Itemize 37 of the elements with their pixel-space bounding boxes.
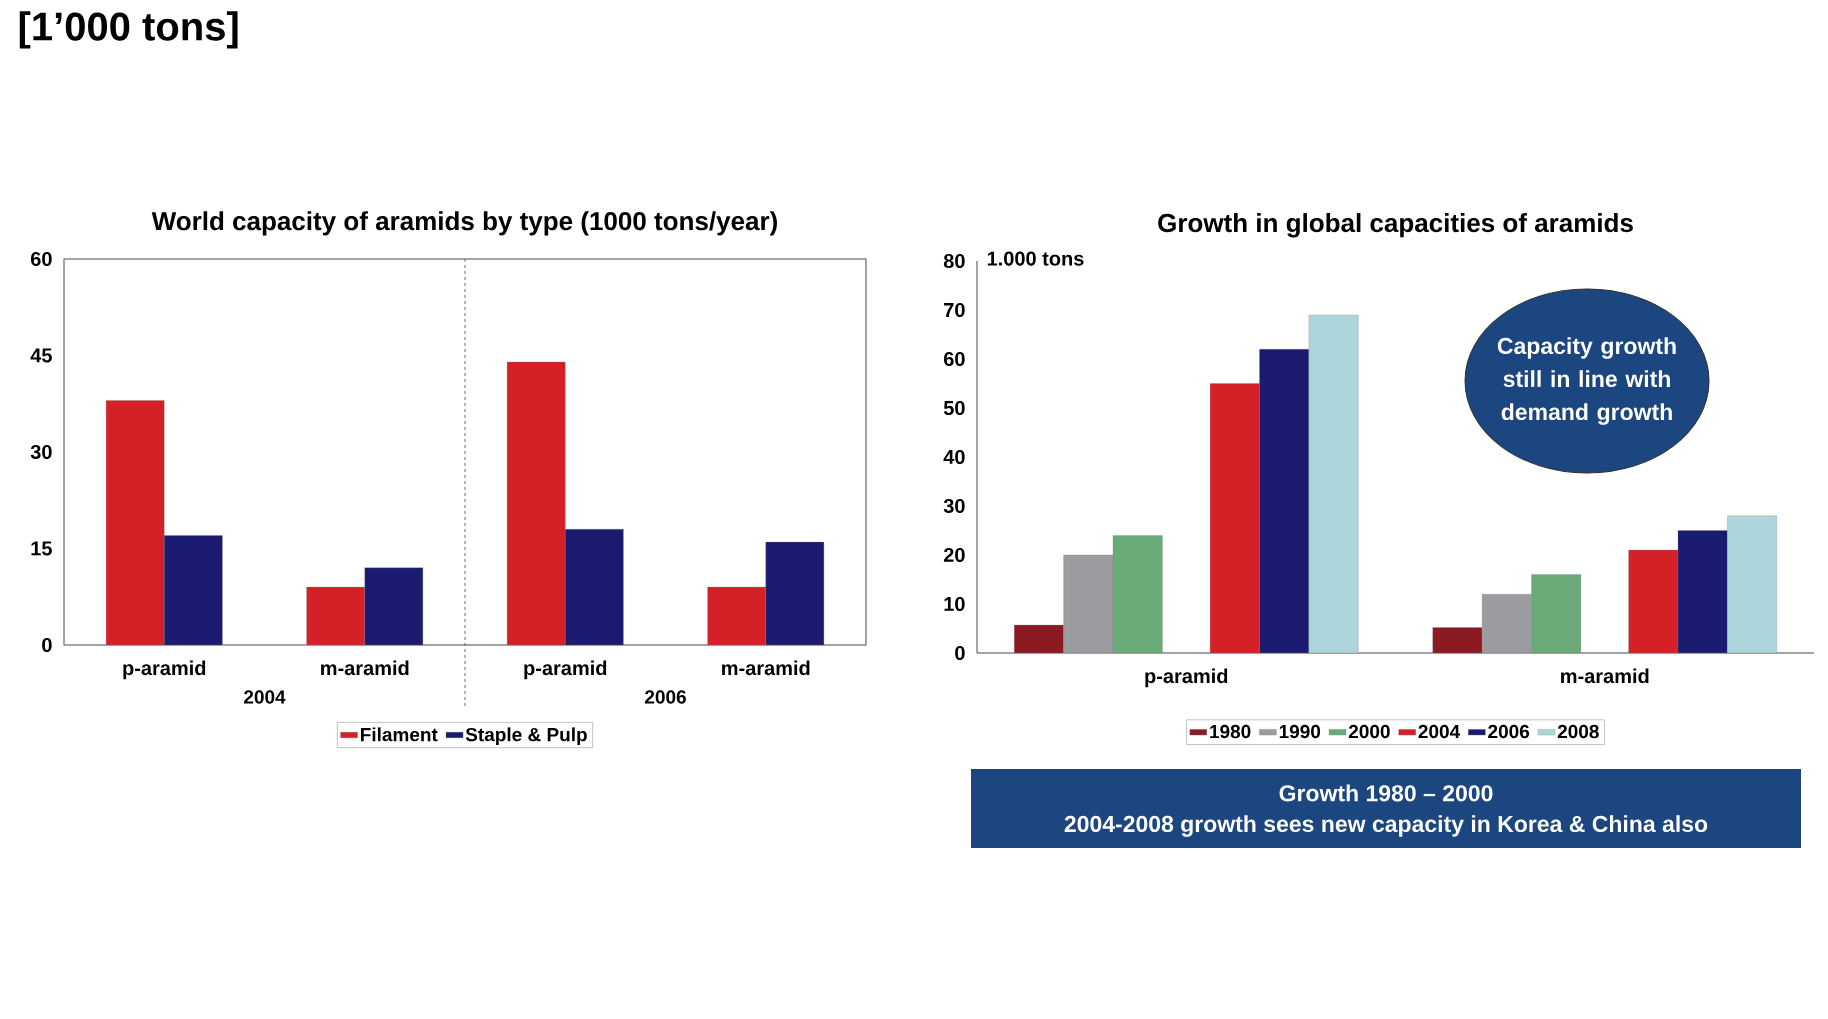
- text: 2004: [244, 690, 286, 704]
- y-tick-label: 0: [955, 645, 965, 661]
- y-tick-label: 0: [42, 637, 52, 653]
- legend-label: 2006: [1488, 724, 1530, 739]
- y-tick-label: 10: [944, 596, 965, 612]
- annotation: Capacity growth still in line with demand growth: [1497, 337, 1676, 425]
- chart-title: Growth in global capacities of aramids: [1158, 213, 1633, 238]
- text: 2004-2008 growth sees new capacity in Korea & China also: [1064, 815, 1708, 837]
- legend-label: 1990: [1279, 724, 1321, 739]
- x-tick-label: m-aramid: [1561, 668, 1649, 684]
- x-tick-label: p-aramid: [123, 660, 206, 680]
- x-tick-label: m-aramid: [321, 660, 409, 676]
- legend-label: Filament: [360, 727, 438, 742]
- legend-label: 2004: [1418, 724, 1461, 739]
- legend-label: 1980: [1210, 724, 1251, 739]
- y-tick-label: 50: [943, 400, 965, 416]
- legend-label: 2008: [1557, 724, 1599, 739]
- legend-label: 2000: [1348, 724, 1390, 739]
- y-tick-label: 40: [943, 449, 965, 465]
- y-tick-label: 60: [30, 251, 52, 267]
- text: Growth 1980 – 2000: [1279, 784, 1493, 802]
- x-tick-label: p-aramid: [1145, 668, 1228, 688]
- y-tick-label: 30: [943, 498, 965, 514]
- y-tick-label: 80: [943, 253, 965, 269]
- y-tick-label: 45: [30, 348, 52, 363]
- x-tick-label: p-aramid: [524, 660, 607, 680]
- y-tick-label: 20: [943, 547, 965, 563]
- y-axis-title: 1.000 tons: [987, 251, 1084, 266]
- text: 2006: [645, 690, 686, 704]
- legend-label: Staple & Pulp: [465, 727, 587, 746]
- text: [1’000 tons]: [19, 11, 238, 49]
- y-tick-label: 15: [31, 541, 52, 556]
- chart-title: World capacity of aramids by type (1000 tons/year): [151, 211, 777, 236]
- y-tick-label: 60: [943, 351, 965, 367]
- x-tick-label: m-aramid: [722, 660, 810, 676]
- y-tick-label: 30: [30, 444, 52, 460]
- y-tick-label: 70: [944, 302, 965, 318]
